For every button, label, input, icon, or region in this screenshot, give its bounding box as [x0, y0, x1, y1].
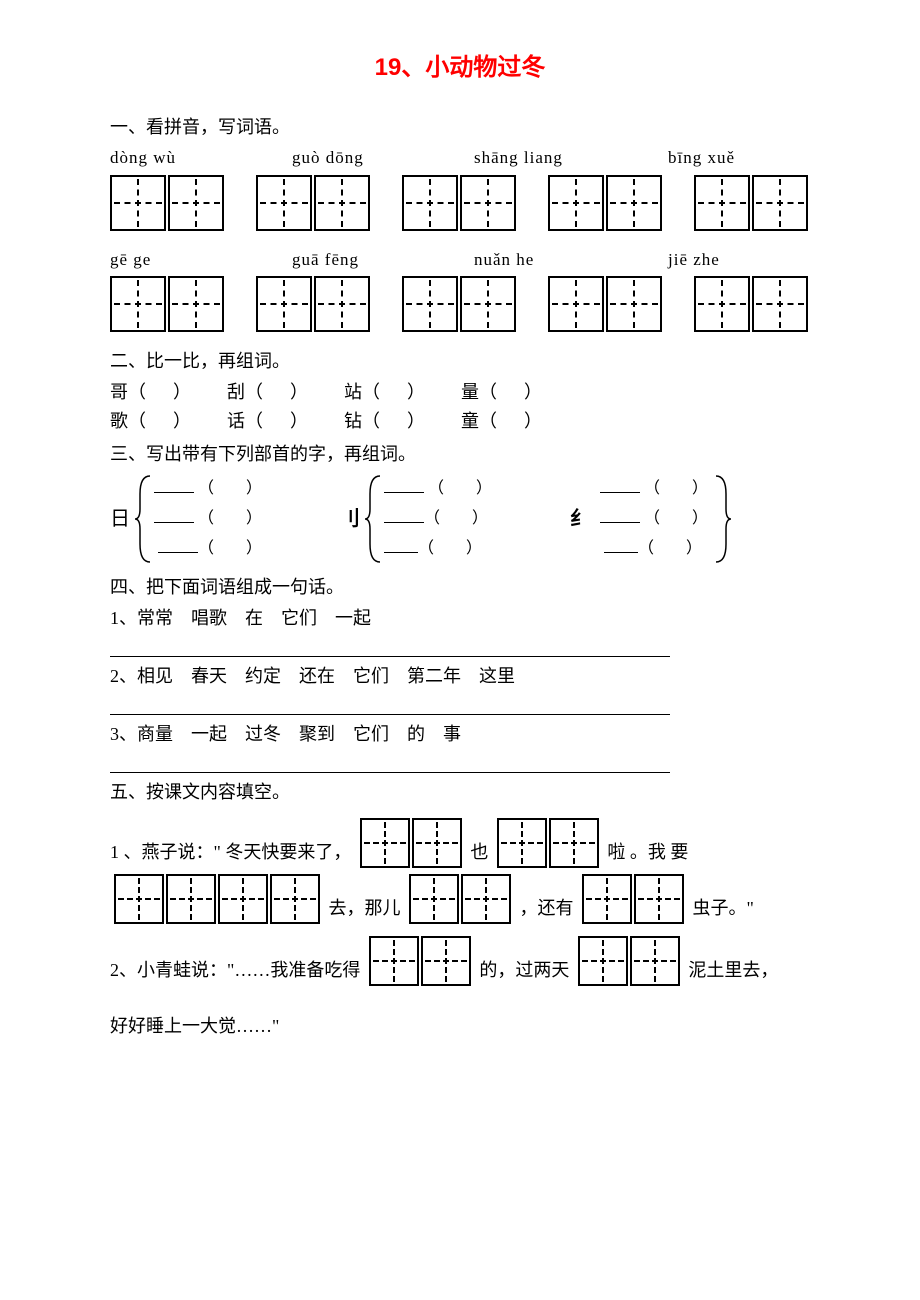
answer-boxes[interactable] — [548, 276, 662, 332]
fill-sentence-1: 1 、燕子说：" 冬天快要来了， 也 啦 。我 要 去，那儿 ，还有 虫子。" — [110, 812, 810, 924]
compare-item[interactable]: 钻（ ） — [344, 408, 425, 435]
compare-item[interactable]: 话（ ） — [227, 408, 308, 435]
text: 泥土里去， — [688, 958, 778, 986]
answer-boxes[interactable] — [360, 818, 462, 868]
answer-boxes[interactable] — [256, 276, 370, 332]
section1-heading: 一、看拼音，写词语。 — [110, 114, 810, 141]
text: 的，过两天 — [479, 958, 569, 986]
answer-boxes[interactable] — [110, 276, 224, 332]
text: ，还有 — [520, 896, 574, 924]
brace-icon — [364, 474, 384, 564]
answer-line[interactable] — [110, 694, 670, 715]
radical-group: 刂 （ ） （ ） （ ） — [340, 474, 570, 564]
q4-item-3: 3、商量 一起 过冬 聚到 它们 的 事 — [110, 721, 810, 748]
section5-heading: 五、按课文内容填空。 — [110, 779, 810, 806]
compare-item[interactable]: 歌（ ） — [110, 408, 191, 435]
answer-line[interactable] — [110, 636, 670, 657]
text: 去，那儿 — [329, 896, 401, 924]
compare-item[interactable]: 刮（ ） — [227, 379, 308, 406]
radical-blank[interactable]: （ ） — [154, 507, 262, 531]
radical-blank[interactable]: （ ） — [600, 507, 708, 531]
radical-blank[interactable]: （ ） — [384, 477, 492, 501]
section3-heading: 三、写出带有下列部首的字，再组词。 — [110, 441, 810, 468]
radical-blank[interactable]: （ ） — [384, 537, 492, 561]
answer-boxes[interactable] — [548, 175, 662, 231]
compare-item[interactable]: 哥（ ） — [110, 379, 191, 406]
text: 虫子。" — [693, 896, 754, 924]
answer-line[interactable] — [110, 752, 670, 773]
radical-char: 纟 — [570, 504, 590, 534]
answer-boxes[interactable] — [582, 874, 684, 924]
fill-sentence-2: 2、小青蛙说："……我准备吃得 的，过两天 泥土里去， 好好睡上一大觉……" — [110, 930, 810, 1042]
pinyin-row-1: dòng wù guò dōng shāng liang bīng xuě — [110, 145, 810, 171]
box-row — [110, 276, 810, 332]
compare-row-b: 歌（ ） 话（ ） 钻（ ） 童（ ） — [110, 408, 810, 435]
text: 1 、燕子说：" 冬天快要来了， — [110, 840, 351, 868]
section2-heading: 二、比一比，再组词。 — [110, 348, 810, 375]
text: 啦 。我 要 — [607, 840, 688, 868]
pinyin: bīng xuě — [668, 145, 735, 171]
radical-row: 日 （ ） （ ） （ ） 刂 （ ） （ ） （ ） 纟 （ — [110, 474, 810, 564]
radical-blank[interactable]: （ ） — [600, 537, 708, 561]
answer-boxes[interactable] — [497, 818, 599, 868]
radical-blank[interactable]: （ ） — [154, 537, 262, 561]
text: 好好睡上一大觉……" — [110, 1014, 279, 1042]
text: 也 — [470, 840, 488, 868]
pinyin: shāng liang — [474, 145, 604, 171]
compare-item[interactable]: 童（ ） — [461, 408, 542, 435]
text: 2、小青蛙说："……我准备吃得 — [110, 958, 360, 986]
box-row — [110, 175, 810, 231]
answer-boxes[interactable] — [256, 175, 370, 231]
radical-group: 日 （ ） （ ） （ ） — [110, 474, 340, 564]
radical-blank[interactable]: （ ） — [154, 477, 262, 501]
q4-item-1: 1、常常 唱歌 在 它们 一起 — [110, 605, 810, 632]
radical-group: 纟 （ ） （ ） （ ） — [570, 474, 800, 564]
pinyin: jiē zhe — [668, 247, 720, 273]
answer-boxes[interactable] — [369, 936, 471, 986]
brace-icon — [712, 474, 732, 564]
radical-blank[interactable]: （ ） — [600, 477, 708, 501]
compare-item[interactable]: 量（ ） — [461, 379, 542, 406]
answer-boxes[interactable] — [409, 874, 511, 924]
compare-row-a: 哥（ ） 刮（ ） 站（ ） 量（ ） — [110, 379, 810, 406]
q4-item-2: 2、相见 春天 约定 还在 它们 第二年 这里 — [110, 663, 810, 690]
page-title: 19、小动物过冬 — [110, 50, 810, 86]
answer-boxes[interactable] — [694, 276, 808, 332]
answer-boxes[interactable] — [114, 874, 320, 924]
brace-icon — [134, 474, 154, 564]
pinyin: guò dōng — [292, 145, 410, 171]
answer-boxes[interactable] — [402, 175, 516, 231]
compare-item[interactable]: 站（ ） — [344, 379, 425, 406]
answer-boxes[interactable] — [402, 276, 516, 332]
pinyin: dòng wù — [110, 145, 228, 171]
pinyin: nuǎn he — [474, 247, 604, 273]
answer-boxes[interactable] — [578, 936, 680, 986]
pinyin: guā fēng — [292, 247, 410, 273]
radical-blank[interactable]: （ ） — [384, 507, 492, 531]
radical-char: 刂 — [340, 504, 360, 534]
section4-heading: 四、把下面词语组成一句话。 — [110, 574, 810, 601]
pinyin: gē ge — [110, 247, 228, 273]
radical-char: 日 — [110, 504, 130, 534]
answer-boxes[interactable] — [110, 175, 224, 231]
pinyin-row-2: gē ge guā fēng nuǎn he jiē zhe — [110, 247, 810, 273]
answer-boxes[interactable] — [694, 175, 808, 231]
